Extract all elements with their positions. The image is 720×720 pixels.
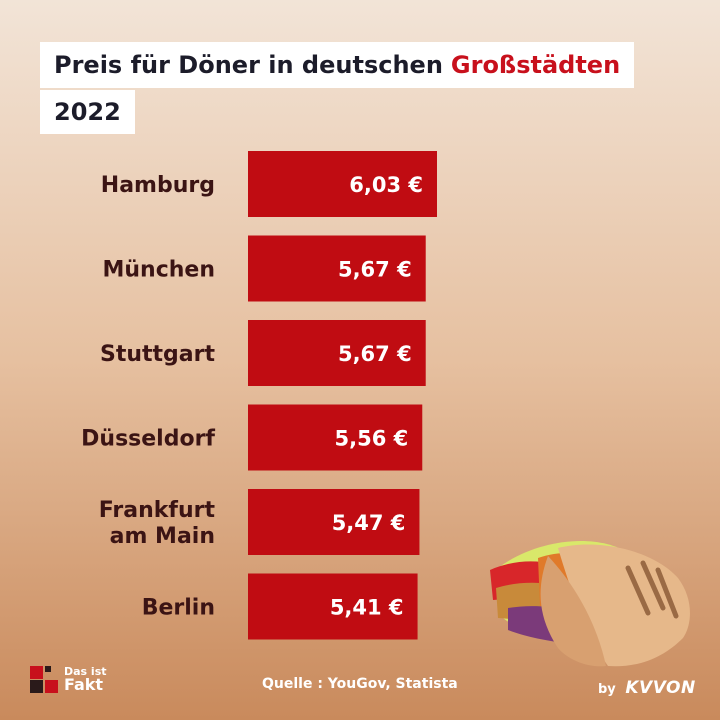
category-label: Hamburg [101,173,215,198]
bar-2 [248,235,426,302]
bar-value-label: 5,47 € [332,511,406,535]
bar-value-label: 5,67 € [338,258,412,282]
bar-value-label: 6,03 € [349,173,423,197]
category-label: Düsseldorf [81,427,215,452]
bar-5 [248,489,420,555]
bar-value-label: 5,41 € [330,596,404,620]
category-label: Berlin [142,596,215,621]
doner-wrap-icon [490,541,690,667]
title-text: Preis für Döner in deutschen [54,51,443,79]
bar-3 [248,320,426,386]
brand: by KVVON [598,678,696,698]
category-label: Stuttgart [100,342,216,367]
category-label: Frankfurt am Main [99,498,216,549]
year-text: 2022 [54,98,121,126]
bar-value-label: 5,56 € [335,427,409,451]
bar-value-label: 5,67 € [338,342,412,366]
logo-icon [30,664,60,694]
chart-title: Preis für Döner in deutschen Großstädten [40,42,635,88]
bar-6 [248,573,418,640]
bar-4 [248,404,423,471]
brand-name: KVVON [625,678,696,698]
brand-by: by [598,682,616,697]
title-highlight: Großstädten [450,51,621,79]
bar-1 [248,151,437,217]
logo-line1: Das ist [64,664,107,678]
logo-line2: Fakt [64,674,104,694]
logo: Das ist Fakt [30,664,107,694]
category-label: München [102,258,215,283]
chart-year: 2022 [40,90,135,134]
source-note: Quelle : YouGov, Statista [262,676,458,692]
